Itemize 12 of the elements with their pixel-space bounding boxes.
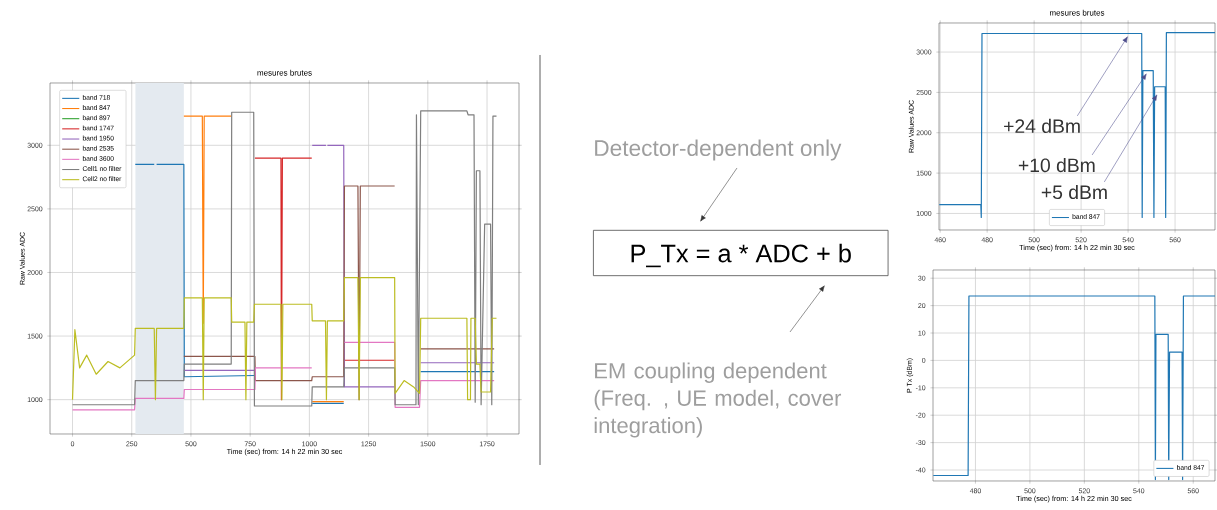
- annotation: +24 dBm: [1004, 118, 1080, 134]
- line-series: [939, 32, 1215, 219]
- text: P_Tx = a * ADC + b: [631, 243, 851, 268]
- annotation: +10 dBm: [1018, 157, 1095, 173]
- line-series: [71, 110, 498, 407]
- line-series: [933, 295, 1215, 481]
- text: EM coupling dependent (Freq. , UE model, cover integration): [594, 362, 842, 438]
- chart-title: mesures brutes: [1049, 9, 1105, 16]
- chart-title: mesures brutes: [257, 69, 312, 76]
- annotation: +5 dBm: [1041, 184, 1107, 200]
- text: Detector-dependent only: [595, 139, 842, 161]
- line-series: [71, 276, 498, 401]
